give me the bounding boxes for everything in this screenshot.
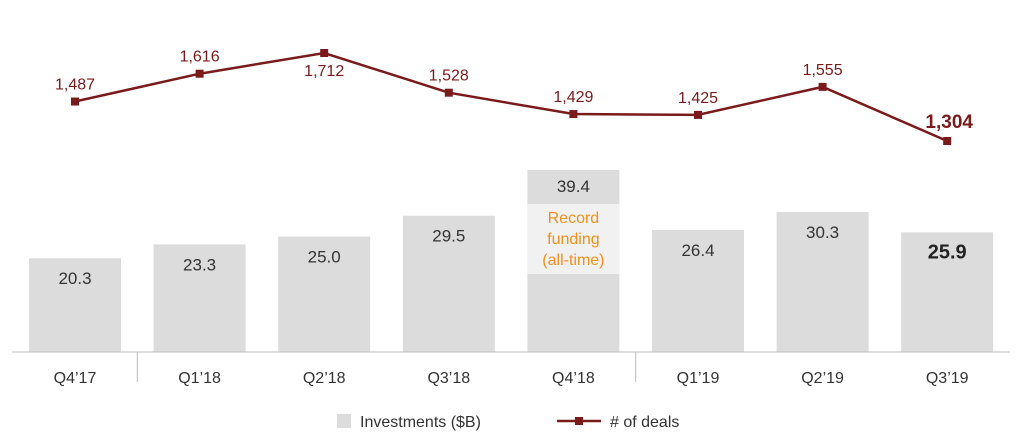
deals-marker <box>569 110 578 119</box>
deals-value-label: 1,487 <box>55 77 95 94</box>
deals-marker <box>444 88 453 97</box>
x-tick-label: Q1’19 <box>677 370 720 387</box>
deals-value-label: 1,304 <box>925 112 973 133</box>
deals-marker <box>694 110 702 119</box>
bar <box>402 215 495 352</box>
deals-value-label: 1,712 <box>304 63 344 80</box>
bar-value-label: 29.5 <box>432 227 465 246</box>
deals-marker <box>320 49 329 57</box>
deals-marker <box>195 69 204 78</box>
deals-value-label: 1,616 <box>180 49 220 66</box>
legend-label-investments: Investments ($B) <box>360 414 481 431</box>
x-tick-label: Q3’19 <box>926 370 969 387</box>
bar-value-label: 25.9 <box>928 241 967 263</box>
bar-value-label: 23.3 <box>183 255 216 274</box>
deals-value-label: 1,429 <box>553 89 593 106</box>
deals-value-label: 1,425 <box>678 90 718 107</box>
bar-value-label: 39.4 <box>557 177 590 196</box>
bar <box>776 212 869 352</box>
x-tick-label: Q1’18 <box>178 370 221 387</box>
annotation-layer: Record funding (all-time) <box>527 204 620 274</box>
bar-value-label: 26.4 <box>681 241 714 260</box>
legend-marker-deals <box>575 417 583 425</box>
bar <box>278 236 371 352</box>
bar <box>29 258 121 352</box>
deals-value-label: 1,555 <box>803 62 843 79</box>
bar-value-label: 20.3 <box>58 269 91 288</box>
deals-value-label: 1,528 <box>429 68 469 85</box>
legend-label-deals: # of deals <box>610 414 679 431</box>
bars-layer: 20.3 23.3 25.0 29.5 39.4 26.4 30.3 25.9 <box>29 170 994 352</box>
x-tick-label: Q4’17 <box>54 370 97 387</box>
legend: Investments ($B) # of deals <box>337 414 679 431</box>
annotation-text: (all-time) <box>542 252 604 269</box>
deals-marker <box>818 82 827 91</box>
deals-marker <box>71 97 79 106</box>
x-axis: Q4’17 Q1’18 Q2’18 Q3’18 Q4’18 Q1’19 Q2’19 Q3’19 <box>12 351 1010 387</box>
bar <box>652 230 744 352</box>
x-tick-label: Q3’18 <box>427 370 470 387</box>
x-tick-label: Q2’18 <box>303 370 346 387</box>
deals-line <box>74 51 948 143</box>
x-tick-label: Q2’19 <box>801 370 844 387</box>
annotation-text: funding <box>547 231 600 248</box>
deals-marker <box>943 137 952 145</box>
annotation-text: Record <box>548 210 600 227</box>
bar <box>153 244 246 352</box>
annotation-box <box>527 204 620 274</box>
line-layer: 1,487 1,616 1,712 1,528 1,429 1,425 1,555 1,304 <box>55 49 973 145</box>
legend-swatch-investments <box>337 414 351 428</box>
bar-value-label: 25.0 <box>308 248 341 267</box>
bar-value-label: 30.3 <box>806 223 839 242</box>
bar <box>901 232 994 352</box>
x-tick-label: Q4’18 <box>552 370 595 387</box>
